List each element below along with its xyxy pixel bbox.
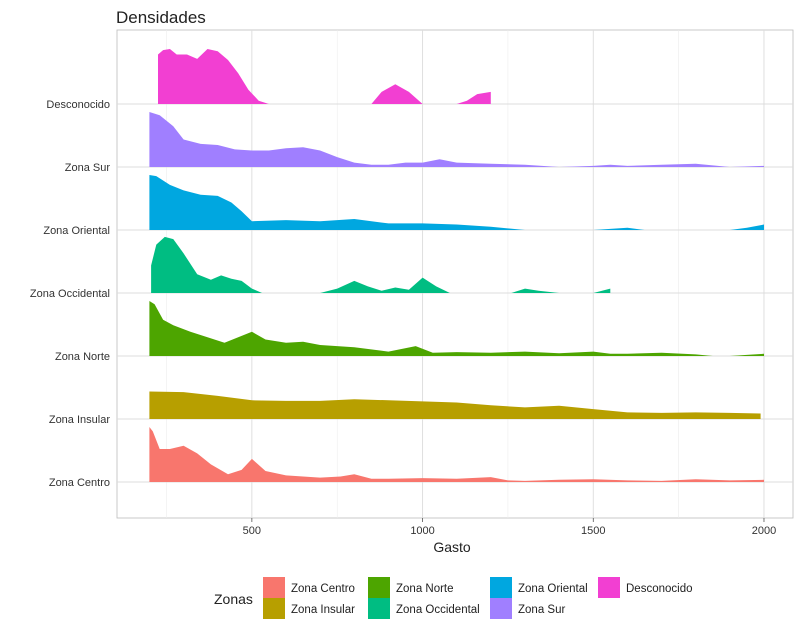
- legend-swatch: [490, 577, 512, 598]
- legend-label: Zona Occidental: [396, 604, 480, 616]
- legend-label: Zona Sur: [518, 604, 565, 616]
- x-tick-label: 1500: [581, 525, 605, 537]
- legend: Zona Centro Zona Insular Zona Norte Zona Oc…: [263, 577, 692, 619]
- legend-swatch: [490, 598, 512, 619]
- ridge-zona-centro: [149, 427, 764, 482]
- legend-swatch: [263, 577, 285, 598]
- y-tick-label: Zona Occidental: [30, 288, 110, 300]
- x-tick-label: 2000: [752, 525, 776, 537]
- legend-swatch: [368, 577, 390, 598]
- y-tick-label: Zona Sur: [65, 162, 111, 174]
- legend-swatch: [368, 598, 390, 619]
- density-ridges: [149, 49, 764, 482]
- y-tick-label: Zona Centro: [49, 477, 110, 489]
- y-axis-labels: Zona Centro Zona Insular Zona Norte Zona Oc…: [30, 99, 110, 489]
- legend-label: Zona Norte: [396, 583, 454, 595]
- y-tick-label: Zona Insular: [49, 414, 110, 426]
- ridge-zona-occidental: [151, 236, 611, 293]
- y-tick-label: Desconocido: [46, 99, 110, 111]
- legend-label: Zona Centro: [291, 583, 355, 595]
- ridge-zona-sur: [149, 112, 764, 167]
- y-tick-label: Zona Oriental: [43, 225, 110, 237]
- x-axis-ticks: 500 1000 1500 2000: [243, 518, 776, 537]
- y-tick-label: Zona Norte: [55, 351, 110, 363]
- legend-swatch: [598, 577, 620, 598]
- legend-label: Zona Insular: [291, 604, 355, 616]
- x-tick-label: 1000: [410, 525, 434, 537]
- legend-label: Desconocido: [626, 583, 692, 595]
- legend-label: Zona Oriental: [518, 583, 588, 595]
- ridge-zona-insular: [149, 391, 761, 419]
- x-axis-title: Gasto: [433, 539, 471, 555]
- x-tick-label: 500: [243, 525, 261, 537]
- chart-title: Densidades: [116, 8, 206, 27]
- legend-swatch: [263, 598, 285, 619]
- ridge-zona-oriental: [149, 175, 764, 230]
- ridge-zona-norte: [149, 301, 764, 356]
- plot-panel: [116, 29, 794, 519]
- ridge-desconocido: [158, 49, 491, 104]
- legend-title: Zonas: [214, 591, 253, 607]
